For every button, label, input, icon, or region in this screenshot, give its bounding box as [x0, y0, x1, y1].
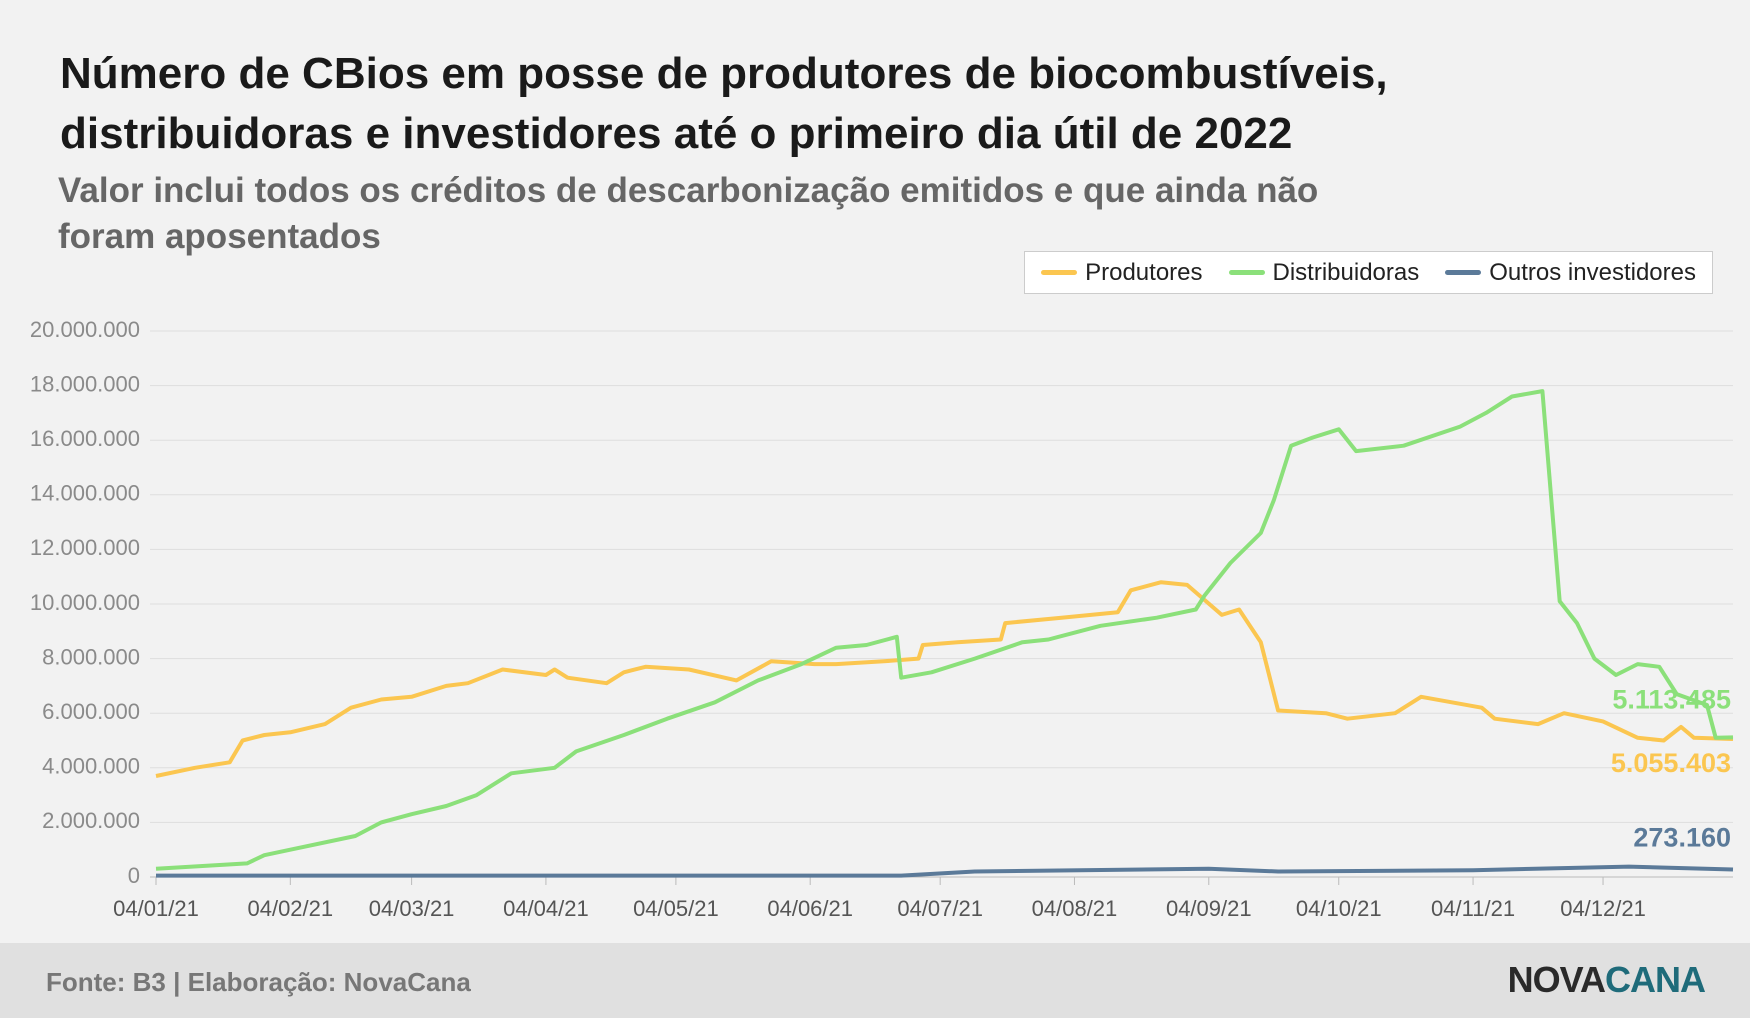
legend-label: Produtores — [1085, 258, 1203, 286]
chart: 0 2.000.000 4.000.000 6.000.000 8.000.000 10.… — [30, 317, 1734, 921]
chart-title: Número de CBios em posse de produtores d… — [60, 49, 1388, 158]
x-tick-label: 04/05/21 — [633, 896, 719, 921]
chart-subtitle: Valor inclui todos os créditos de descar… — [58, 171, 1319, 256]
logo-part: NOVA — [1507, 959, 1606, 1000]
x-tick-label: 04/06/21 — [767, 896, 853, 921]
legend-swatch — [1041, 270, 1078, 275]
series-line — [156, 864, 1734, 878]
legend-label: Outros investidores — [1489, 258, 1696, 286]
y-tick-label: 8.000.000 — [42, 644, 140, 669]
series-line — [155, 389, 1734, 871]
x-tick-label: 04/02/21 — [247, 896, 333, 921]
series-line — [155, 580, 1734, 778]
y-tick-label: 16.000.000 — [30, 426, 140, 451]
y-tick-label: 6.000.000 — [42, 699, 140, 724]
legend: Produtores Distribuidoras Outros investido… — [1024, 251, 1713, 294]
y-tick-label: 4.000.000 — [42, 754, 140, 779]
x-tick-label: 04/09/21 — [1166, 896, 1252, 921]
x-tick-label: 04/01/21 — [113, 896, 199, 921]
x-tick-label: 04/12/21 — [1560, 896, 1646, 921]
y-tick-label: 0 — [128, 863, 140, 888]
y-tick-label: 2.000.000 — [42, 808, 140, 833]
x-tick-label: 04/11/21 — [1431, 896, 1515, 921]
y-tick-label: 12.000.000 — [30, 535, 140, 560]
legend-swatch — [1445, 270, 1482, 275]
y-tick-label: 18.000.000 — [30, 371, 140, 396]
value-label: 5.113.485 — [1612, 685, 1731, 715]
value-label: 5.055.403 — [1611, 748, 1731, 778]
logo: NOVACANA — [1507, 959, 1706, 1001]
footer: Fonte: B3 | Elaboração: NovaCana NOVACAN… — [0, 943, 1750, 1018]
x-tick-label: 04/07/21 — [897, 896, 983, 921]
source: Fonte: B3 | Elaboração: NovaCana — [46, 967, 471, 997]
legend-swatch — [1228, 270, 1265, 275]
legend-label: Distribuidoras — [1272, 258, 1420, 286]
legend-item: Distribuidoras — [1228, 258, 1420, 287]
x-tick-label: 04/03/21 — [369, 896, 455, 921]
legend-item: Outros investidores — [1445, 259, 1696, 287]
value-label: 273.160 — [1633, 823, 1731, 853]
x-tick-label: 04/08/21 — [1032, 896, 1118, 921]
legend-item: Produtores — [1041, 258, 1203, 287]
y-tick-label: 10.000.000 — [30, 590, 140, 615]
x-tick-label: 04/10/21 — [1296, 896, 1382, 921]
x-tick-label: 04/04/21 — [503, 896, 589, 921]
y-tick-label: 14.000.000 — [30, 481, 140, 506]
logo-part: CANA — [1605, 959, 1706, 1000]
y-tick-label: 20.000.000 — [30, 317, 140, 342]
